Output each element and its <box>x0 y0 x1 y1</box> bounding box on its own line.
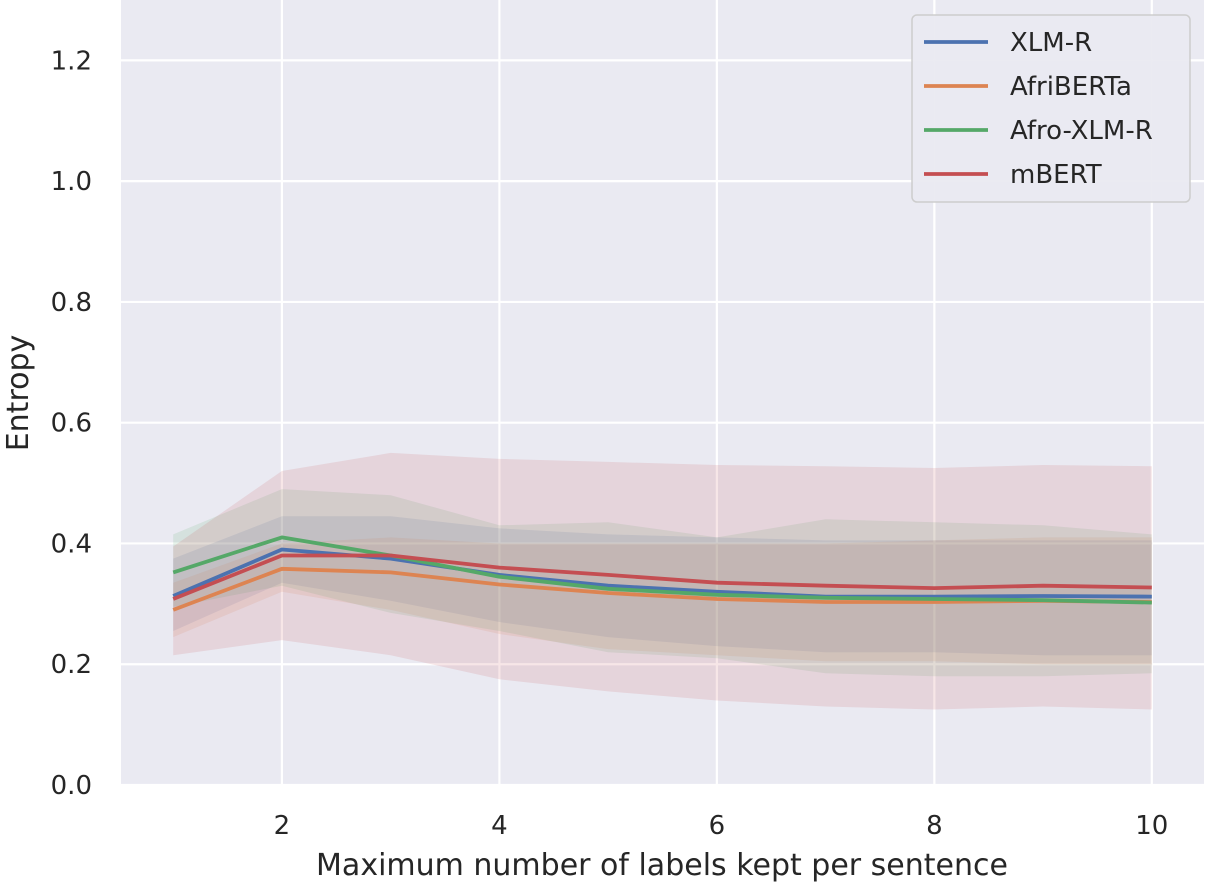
x-axis-label: Maximum number of labels kept per senten… <box>316 848 1008 883</box>
band-xlm-r <box>173 516 1152 656</box>
band-mbert <box>173 452 1152 710</box>
y-tick-label: 0.8 <box>51 288 92 318</box>
y-tick-label: 0.2 <box>51 650 92 680</box>
x-tick-label: 10 <box>1135 811 1168 841</box>
legend-label: mBERT <box>1010 160 1102 190</box>
series-lines <box>172 535 1152 612</box>
confidence-bands <box>173 452 1152 710</box>
y-tick-label: 0.0 <box>51 771 92 801</box>
x-tick-label: 6 <box>709 811 726 841</box>
legend-box <box>911 14 1191 203</box>
legend: XLM-R AfriBERTa Afro-XLM-R mBERT <box>911 14 1191 203</box>
line-afro-xlm-r <box>172 535 1152 605</box>
legend-label: AfriBERTa <box>1010 72 1132 102</box>
y-tick-label: 0.6 <box>51 409 92 439</box>
legend-label: XLM-R <box>1010 28 1092 58</box>
band-afriberta <box>173 537 1152 665</box>
x-tick-label: 8 <box>926 811 943 841</box>
y-tick-labels: 0.0 0.2 0.4 0.6 0.8 1.0 1.2 <box>51 46 92 801</box>
legend-label: Afro-XLM-R <box>1010 116 1153 146</box>
y-tick-label: 1.2 <box>51 46 92 76</box>
line-mbert <box>172 553 1152 601</box>
x-tick-label: 2 <box>274 811 291 841</box>
x-tick-labels: 2 4 6 8 10 <box>274 811 1169 841</box>
y-tick-label: 0.4 <box>51 529 92 559</box>
x-tick-label: 4 <box>491 811 508 841</box>
y-axis-label: Entropy <box>1 335 36 452</box>
y-tick-label: 1.0 <box>51 167 92 197</box>
band-afro-xlm-r <box>173 489 1152 677</box>
